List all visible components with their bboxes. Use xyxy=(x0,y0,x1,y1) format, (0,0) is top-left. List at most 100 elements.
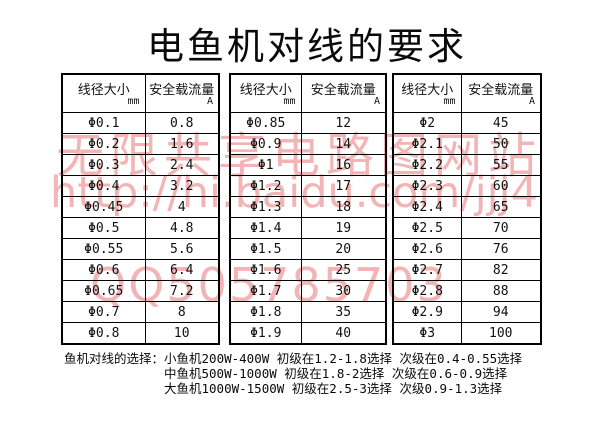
table-row: Φ0.45 4 xyxy=(61,196,220,218)
current-rating-cell: 5.6 xyxy=(144,238,220,260)
table-row: Φ2.4 65 xyxy=(392,196,542,218)
current-rating-cell: 40 xyxy=(300,322,387,345)
current-rating-cell: 8 xyxy=(144,301,220,323)
current-rating-cell: 50 xyxy=(460,133,542,155)
table-row: Φ2 45 xyxy=(392,112,542,134)
current-rating-cell: 10 xyxy=(144,322,220,345)
wire-diameter-cell: Φ0.9 xyxy=(229,133,302,155)
col-header-diameter: 线径大小 mm xyxy=(61,73,146,113)
table-row: Φ0.5 4.8 xyxy=(61,217,220,239)
wire-diameter-cell: Φ0.6 xyxy=(61,259,146,281)
wire-diameter-cell: Φ2 xyxy=(392,112,462,134)
wire-table-large: 线径大小 mm 安全载流量 A Φ2 45 Φ2.1 50 Φ2.2 55 Φ2.3 60 Φ2… xyxy=(392,73,542,345)
col-header-diameter-label: 线径大小 xyxy=(239,83,292,98)
col-header-diameter-unit: mm xyxy=(127,96,140,107)
wire-diameter-cell: Φ0.5 xyxy=(61,217,146,239)
wire-diameter-cell: Φ2.8 xyxy=(392,280,462,302)
wire-diameter-cell: Φ1.5 xyxy=(229,238,302,260)
wire-diameter-cell: Φ2.6 xyxy=(392,238,462,260)
col-header-diameter-label: 线径大小 xyxy=(77,83,130,98)
col-header-current-unit: A xyxy=(206,96,213,107)
current-rating-cell: 76 xyxy=(460,238,542,260)
current-rating-cell: 4.8 xyxy=(144,217,220,239)
wire-diameter-cell: Φ1.2 xyxy=(229,175,302,197)
current-rating-cell: 20 xyxy=(300,238,387,260)
wire-diameter-cell: Φ1.8 xyxy=(229,301,302,323)
current-rating-cell: 45 xyxy=(460,112,542,134)
current-rating-cell: 19 xyxy=(300,217,387,239)
table-row: Φ2.1 50 xyxy=(392,133,542,155)
current-rating-cell: 94 xyxy=(460,301,542,323)
current-rating-cell: 2.4 xyxy=(144,154,220,176)
wire-diameter-cell: Φ0.85 xyxy=(229,112,302,134)
wire-diameter-cell: Φ3 xyxy=(392,322,462,345)
current-rating-cell: 82 xyxy=(460,259,542,281)
table-row: Φ0.2 1.6 xyxy=(61,133,220,155)
current-rating-cell: 6.4 xyxy=(144,259,220,281)
table-row: Φ2.8 88 xyxy=(392,280,542,302)
wire-diameter-cell: Φ0.8 xyxy=(61,322,146,345)
col-header-current-unit: A xyxy=(373,96,380,107)
wire-current-table: 线径大小 mm 安全载流量 A Φ0.85 12 Φ0.9 14 Φ1 16 Φ1.2 17 Φ… xyxy=(229,73,387,345)
current-rating-cell: 60 xyxy=(460,175,542,197)
current-rating-cell: 30 xyxy=(300,280,387,302)
table-row: Φ2.2 55 xyxy=(392,154,542,176)
current-rating-cell: 1.6 xyxy=(144,133,220,155)
table-row: Φ1.4 19 xyxy=(229,217,387,239)
wire-diameter-cell: Φ0.1 xyxy=(61,112,146,134)
note-label: 鱼机对线的选择： xyxy=(64,351,165,366)
wire-diameter-cell: Φ0.4 xyxy=(61,175,146,197)
wire-diameter-cell: Φ0.2 xyxy=(61,133,146,155)
col-header-diameter-unit: mm xyxy=(283,96,296,107)
current-rating-cell: 16 xyxy=(300,154,387,176)
current-rating-cell: 12 xyxy=(300,112,387,134)
wire-diameter-cell: Φ0.3 xyxy=(61,154,146,176)
table-row: Φ1.8 35 xyxy=(229,301,387,323)
table-row: Φ0.9 14 xyxy=(229,133,387,155)
wire-diameter-cell: Φ2.9 xyxy=(392,301,462,323)
table-row: Φ1.2 17 xyxy=(229,175,387,197)
note-text-medium: 中鱼机500W-1000W 初级在1.8-2选择 次级在0.6-0.9选择 xyxy=(164,366,508,382)
col-header-diameter-label: 线径大小 xyxy=(401,83,454,98)
wire-diameter-cell: Φ0.7 xyxy=(61,301,146,323)
wire-diameter-cell: Φ1.9 xyxy=(229,322,302,345)
col-header-current-unit: A xyxy=(528,96,535,107)
current-rating-cell: 18 xyxy=(300,196,387,218)
table-row: Φ1.6 25 xyxy=(229,259,387,281)
col-header-current-label: 安全载流量 xyxy=(468,83,534,98)
table-row: Φ0.6 6.4 xyxy=(61,259,220,281)
table-row: Φ2.9 94 xyxy=(392,301,542,323)
wire-diameter-cell: Φ2.3 xyxy=(392,175,462,197)
table-row: Φ0.4 3.2 xyxy=(61,175,220,197)
current-rating-cell: 65 xyxy=(460,196,542,218)
note-text-small: 小鱼机200W-400W 初级在1.2-1.8选择 次级在0.4-0.55选择 xyxy=(164,351,523,366)
current-rating-cell: 100 xyxy=(460,322,542,345)
current-rating-cell: 25 xyxy=(300,259,387,281)
table-row: Φ0.65 7.2 xyxy=(61,280,220,302)
note-line-1: 鱼机对线的选择： 小鱼机200W-400W 初级在1.2-1.8选择 次级在0.… xyxy=(64,351,522,366)
table-row: Φ0.85 12 xyxy=(229,112,387,134)
current-rating-cell: 7.2 xyxy=(144,280,220,302)
current-rating-cell: 35 xyxy=(300,301,387,323)
header-row: 线径大小 mm 安全载流量 A xyxy=(392,73,542,113)
table-row: Φ0.8 10 xyxy=(61,322,220,345)
current-rating-cell: 70 xyxy=(460,217,542,239)
header-row: 线径大小 mm 安全载流量 A xyxy=(61,73,220,113)
page-title: 电鱼机对线的要求 xyxy=(147,25,467,68)
note-text-large: 大鱼机1000W-1500W 初级在2.5-3选择 次级0.9-1.3选择 xyxy=(164,381,503,397)
current-rating-cell: 14 xyxy=(300,133,387,155)
wire-diameter-cell: Φ2.5 xyxy=(392,217,462,239)
wire-diameter-cell: Φ2.2 xyxy=(392,154,462,176)
current-rating-cell: 3.2 xyxy=(144,175,220,197)
wire-table-medium: 线径大小 mm 安全载流量 A Φ0.85 12 Φ0.9 14 Φ1 16 Φ1.2 17 Φ… xyxy=(229,73,387,345)
wire-diameter-cell: Φ1.6 xyxy=(229,259,302,281)
current-rating-cell: 88 xyxy=(460,280,542,302)
table-row: Φ0.1 0.8 xyxy=(61,112,220,134)
selection-notes: 鱼机对线的选择： 小鱼机200W-400W 初级在1.2-1.8选择 次级在0.… xyxy=(64,351,522,397)
wire-diameter-cell: Φ1.3 xyxy=(229,196,302,218)
wire-diameter-cell: Φ2.1 xyxy=(392,133,462,155)
table-row: Φ0.3 2.4 xyxy=(61,154,220,176)
table-row: Φ2.6 76 xyxy=(392,238,542,260)
col-header-current: 安全载流量 A xyxy=(144,73,220,113)
